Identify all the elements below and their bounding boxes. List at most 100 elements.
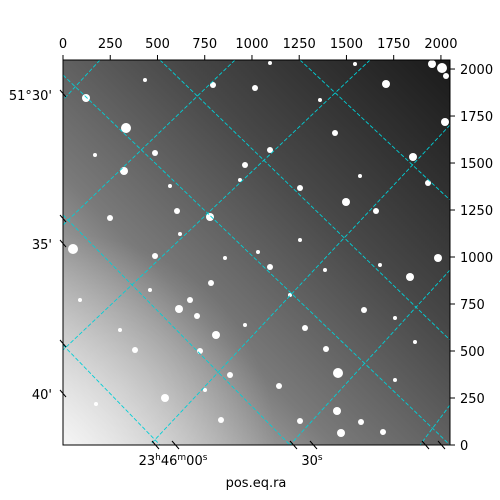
star xyxy=(143,78,147,82)
star xyxy=(107,215,113,221)
star xyxy=(175,305,183,313)
star xyxy=(256,250,260,254)
star xyxy=(332,130,338,136)
right-axis-tick-label: 0 xyxy=(460,439,468,454)
ra-grid-line xyxy=(63,60,101,101)
star xyxy=(361,307,367,313)
star xyxy=(152,150,158,156)
dec-tick xyxy=(59,89,67,98)
ra-grid-line xyxy=(419,404,450,445)
star xyxy=(267,264,273,270)
star xyxy=(437,63,447,73)
ra-tick xyxy=(437,440,446,450)
star xyxy=(68,244,78,254)
right-pixel-axis: 0 250 500 750 1000 1250 1500 1750 2000 xyxy=(450,63,493,454)
star xyxy=(323,346,329,352)
star xyxy=(252,85,258,91)
star xyxy=(268,61,272,65)
dec-tick xyxy=(59,239,67,248)
star xyxy=(223,256,227,260)
star xyxy=(227,372,233,378)
star xyxy=(413,340,417,344)
star xyxy=(161,394,169,402)
ra-grid-line xyxy=(63,60,236,226)
star xyxy=(373,208,379,214)
top-axis-tick-label: 1500 xyxy=(330,37,363,52)
star xyxy=(148,288,152,292)
star xyxy=(276,383,282,389)
star xyxy=(208,280,214,286)
star xyxy=(393,378,397,382)
right-axis-tick-label: 1750 xyxy=(460,110,493,125)
dec-grid-line xyxy=(159,60,450,341)
right-axis-tick-label: 1250 xyxy=(460,204,493,219)
dec-grid-line xyxy=(63,344,161,445)
star xyxy=(242,162,248,168)
top-axis-tick-label: 2000 xyxy=(424,37,457,52)
top-axis-tick-label: 1250 xyxy=(283,37,316,52)
star xyxy=(187,297,193,303)
right-axis-tick-label: 2000 xyxy=(460,63,493,78)
coordinate-grid xyxy=(63,60,450,445)
star xyxy=(297,185,303,191)
ra-grid-line xyxy=(63,60,371,351)
star xyxy=(378,263,382,267)
right-axis-tick-label: 500 xyxy=(460,345,485,360)
right-axis-tick-label: 250 xyxy=(460,392,485,407)
ra-axis-label: pos.eq.ra xyxy=(226,476,287,491)
star xyxy=(425,180,431,186)
star xyxy=(120,167,128,175)
star xyxy=(358,419,364,425)
top-pixel-axis: 0 250 500 750 1000 1250 1500 1750 2000 xyxy=(59,37,457,60)
dec-tick xyxy=(59,339,67,348)
star xyxy=(267,147,273,153)
ra-tick xyxy=(289,440,298,450)
star xyxy=(333,368,343,378)
star xyxy=(302,325,308,331)
star xyxy=(323,268,327,272)
star xyxy=(168,184,172,188)
star xyxy=(78,298,82,302)
star xyxy=(206,213,214,221)
top-axis-tick-label: 0 xyxy=(59,37,67,52)
ra-tick xyxy=(421,440,430,450)
star xyxy=(409,153,417,161)
star xyxy=(342,198,350,206)
star xyxy=(298,238,302,242)
star xyxy=(238,178,242,182)
dec-tick-label: 51°30' xyxy=(9,89,52,104)
star xyxy=(288,293,292,297)
dec-tick xyxy=(59,389,67,398)
star xyxy=(318,98,322,102)
star xyxy=(152,253,158,259)
star xyxy=(178,232,182,236)
ra-tick-label-1: 30s xyxy=(301,453,323,469)
star xyxy=(194,313,200,319)
dec-grid-line xyxy=(63,74,450,445)
star xyxy=(243,323,247,327)
star xyxy=(441,118,449,126)
right-axis-tick-label: 750 xyxy=(460,298,485,313)
star xyxy=(197,348,203,354)
ra-tick xyxy=(171,440,180,450)
star xyxy=(434,254,442,262)
star xyxy=(443,73,449,79)
top-axis-tick-label: 250 xyxy=(98,37,123,52)
star xyxy=(210,82,216,88)
star xyxy=(333,407,341,415)
star-field xyxy=(68,60,449,437)
star xyxy=(212,331,220,339)
top-axis-tick-label: 1750 xyxy=(377,37,410,52)
ra-tick-label-0: 23h46m00s xyxy=(139,453,208,469)
star xyxy=(121,123,131,133)
star xyxy=(93,153,97,157)
star xyxy=(353,62,357,66)
star xyxy=(382,80,390,88)
sky-image xyxy=(63,60,450,445)
star xyxy=(337,429,345,437)
star xyxy=(203,388,207,392)
star xyxy=(174,208,180,214)
star xyxy=(297,418,303,424)
star xyxy=(380,429,386,435)
